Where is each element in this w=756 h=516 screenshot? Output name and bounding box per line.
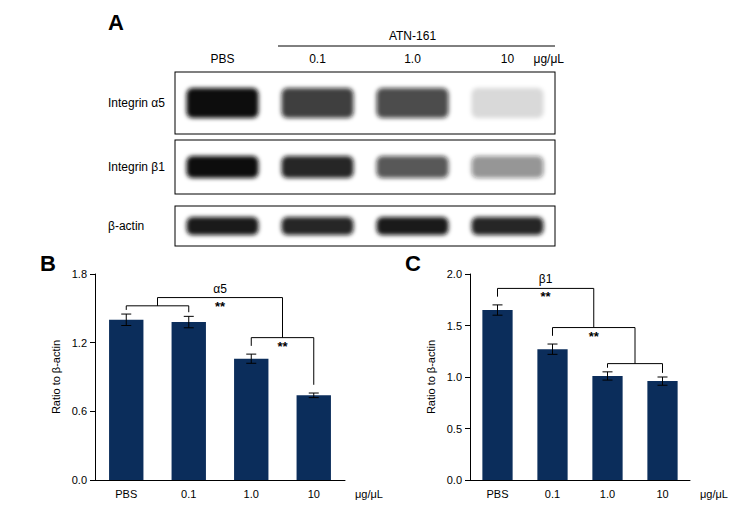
- svg-text:Ratio to β-actin: Ratio to β-actin: [50, 340, 62, 414]
- svg-text:2.0: 2.0: [447, 268, 462, 280]
- svg-text:1.0: 1.0: [447, 371, 462, 383]
- svg-text:0.5: 0.5: [447, 423, 462, 435]
- svg-text:0.0: 0.0: [447, 474, 462, 486]
- svg-text:1.0: 1.0: [600, 488, 615, 500]
- svg-text:PBS: PBS: [486, 488, 508, 500]
- svg-text:**: **: [277, 339, 288, 354]
- svg-text:β1: β1: [539, 272, 553, 286]
- svg-text:**: **: [589, 329, 600, 344]
- svg-text:1.2: 1.2: [72, 337, 87, 349]
- svg-text:C: C: [405, 251, 421, 276]
- svg-text:β-actin: β-actin: [108, 219, 144, 233]
- svg-text:Integrin β1: Integrin β1: [108, 160, 165, 174]
- svg-text:Ratio to β-actin: Ratio to β-actin: [425, 340, 437, 414]
- svg-text:μg/μL: μg/μL: [700, 488, 728, 500]
- svg-text:PBS: PBS: [115, 488, 137, 500]
- svg-text:μg/μL: μg/μL: [355, 488, 383, 500]
- svg-text:B: B: [40, 251, 56, 276]
- svg-text:μg/μL: μg/μL: [534, 52, 565, 66]
- svg-text:10: 10: [308, 488, 320, 500]
- svg-text:10: 10: [656, 488, 668, 500]
- svg-text:**: **: [541, 289, 552, 304]
- svg-text:ATN-161: ATN-161: [389, 29, 436, 43]
- svg-text:0.1: 0.1: [181, 488, 196, 500]
- svg-text:10: 10: [501, 52, 515, 66]
- svg-text:0.0: 0.0: [72, 474, 87, 486]
- svg-text:1.8: 1.8: [72, 268, 87, 280]
- svg-text:Integrin α5: Integrin α5: [108, 96, 165, 110]
- svg-text:1.5: 1.5: [447, 320, 462, 332]
- svg-text:α5: α5: [213, 282, 227, 296]
- svg-text:1.0: 1.0: [404, 52, 421, 66]
- svg-text:**: **: [215, 299, 226, 314]
- svg-text:A: A: [108, 10, 124, 35]
- svg-text:1.0: 1.0: [244, 488, 259, 500]
- svg-text:0.1: 0.1: [545, 488, 560, 500]
- svg-text:0.6: 0.6: [72, 405, 87, 417]
- svg-text:PBS: PBS: [210, 52, 234, 66]
- svg-text:0.1: 0.1: [309, 52, 326, 66]
